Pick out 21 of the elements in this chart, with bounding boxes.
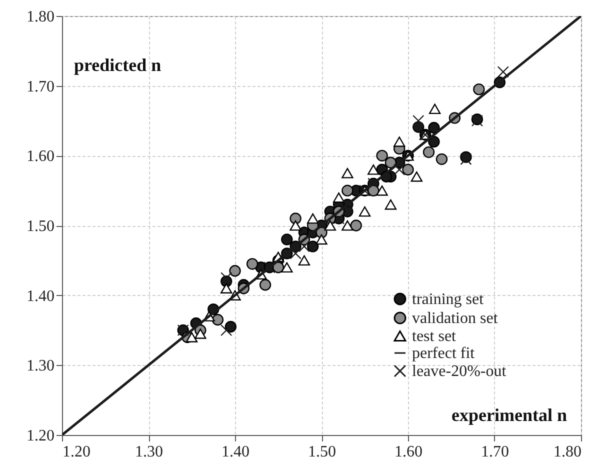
x-tick-label: 1.80 — [554, 444, 582, 460]
y-tick-label: 1.40 — [26, 288, 54, 305]
y-tick-label: 1.50 — [26, 218, 54, 235]
x-tick-label: 1.30 — [135, 444, 163, 460]
x-tick-label: 1.60 — [394, 444, 422, 460]
y-tick-label: 1.80 — [26, 8, 54, 26]
y-tick-label: 1.30 — [26, 358, 54, 375]
legend-label: test set — [412, 328, 457, 345]
x-tick-label: 1.50 — [308, 444, 336, 460]
x-axis-title: experimental n — [452, 405, 567, 425]
y-tick-label: 1.20 — [26, 428, 54, 444]
y-axis-title: predicted n — [74, 55, 162, 75]
legend-label: perfect fit — [412, 345, 476, 362]
legend-label: training set — [412, 291, 484, 308]
legend-label: leave-20%-out — [412, 363, 507, 380]
y-tick-label: 1.60 — [26, 148, 54, 166]
x-tick-label: 1.70 — [481, 444, 509, 460]
x-tick-label: 1.20 — [62, 444, 90, 460]
y-tick-label: 1.70 — [26, 78, 54, 96]
legend-label: validation set — [412, 310, 498, 327]
x-tick-label: 1.40 — [222, 444, 250, 460]
